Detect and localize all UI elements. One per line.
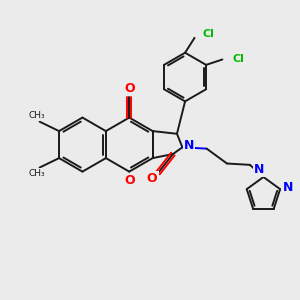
- Text: N: N: [254, 163, 265, 176]
- Text: N: N: [283, 181, 293, 194]
- Text: N: N: [184, 140, 194, 152]
- Text: Cl: Cl: [232, 55, 244, 64]
- Text: Cl: Cl: [202, 29, 214, 39]
- Text: O: O: [124, 82, 135, 95]
- Text: O: O: [124, 174, 135, 187]
- Text: O: O: [147, 172, 158, 185]
- Text: CH₃: CH₃: [28, 169, 45, 178]
- Text: CH₃: CH₃: [28, 111, 45, 120]
